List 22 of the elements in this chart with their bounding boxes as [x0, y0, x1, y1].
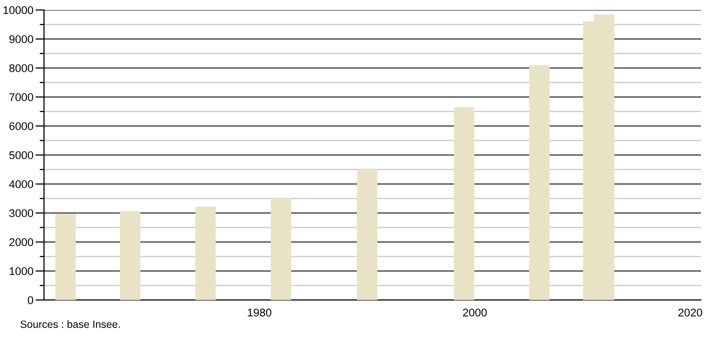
y-tick-label: 7000 [9, 93, 34, 102]
y-tick-label: 4000 [9, 180, 34, 188]
bar [454, 107, 474, 300]
bar [55, 214, 76, 300]
y-tick-label: 8000 [9, 64, 34, 72]
y-tick-label: 3000 [9, 209, 34, 218]
bar [195, 206, 216, 300]
source-note: Sources : base Insee. [20, 320, 120, 328]
y-tick-label: 9000 [9, 35, 34, 44]
x-tick-label: 2000 [463, 308, 487, 316]
y-tick-label: 2000 [9, 238, 34, 246]
y-tick-label: 0 [28, 296, 34, 304]
bar [529, 65, 550, 300]
bar [120, 210, 140, 300]
bar [270, 198, 292, 300]
bar [356, 169, 378, 300]
y-tick-label: 1000 [10, 267, 34, 276]
x-tick-label: 2020 [678, 308, 702, 316]
y-tick-label: 6000 [9, 122, 34, 130]
x-tick-label: 1980 [248, 308, 272, 316]
y-tick-label: 10000 [4, 6, 34, 14]
y-tick-label: 5000 [9, 151, 34, 160]
